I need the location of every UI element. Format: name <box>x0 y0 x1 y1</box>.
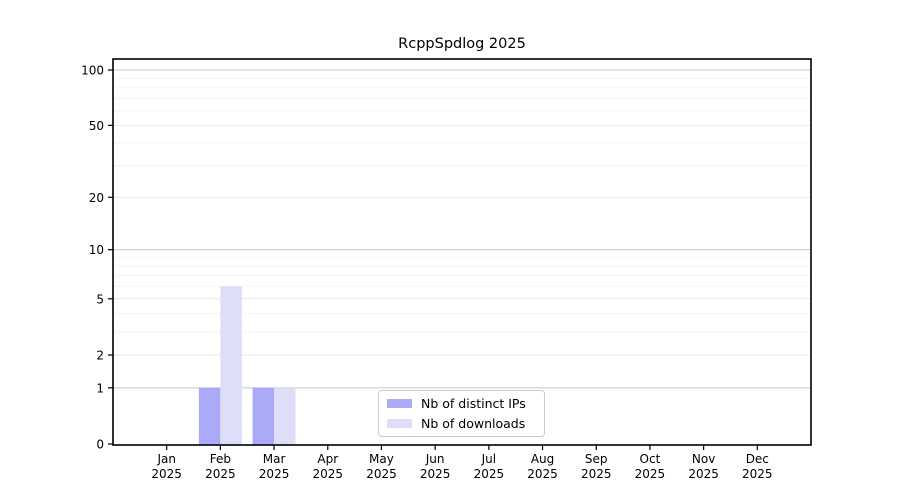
x-tick-label-jan: Jan <box>156 452 176 466</box>
legend: Nb of distinct IPs Nb of downloads <box>378 390 545 437</box>
x-tick-label-dec: Dec <box>746 452 769 466</box>
x-tick-year-dec: 2025 <box>742 467 773 481</box>
y-tick-label-1: 1 <box>96 381 104 395</box>
x-tick-year-nov: 2025 <box>688 467 719 481</box>
x-tick-year-jun: 2025 <box>420 467 451 481</box>
bar-distinct-ips-mar <box>252 387 275 445</box>
y-axis: 0 1 2 5 10 20 50 100 <box>81 64 113 452</box>
bars <box>198 286 296 445</box>
gridlines <box>113 69 811 389</box>
x-tick-label-aug: Aug <box>531 452 554 466</box>
x-tick-label-feb: Feb <box>210 452 231 466</box>
y-tick-label-50: 50 <box>89 119 104 133</box>
x-tick-year-oct: 2025 <box>635 467 666 481</box>
x-tick-label-apr: Apr <box>317 452 338 466</box>
x-tick-label-nov: Nov <box>692 452 715 466</box>
x-tick-label-jul: Jul <box>481 452 496 466</box>
legend-label-downloads: Nb of downloads <box>421 416 526 431</box>
x-tick-label-may: May <box>369 452 394 466</box>
bar-downloads-mar <box>274 387 296 445</box>
y-tick-label-5: 5 <box>96 292 104 306</box>
y-tick-label-0: 0 <box>96 438 104 452</box>
x-tick-year-jul: 2025 <box>474 467 505 481</box>
x-tick-year-may: 2025 <box>366 467 397 481</box>
x-tick-year-feb: 2025 <box>205 467 236 481</box>
y-tick-label-10: 10 <box>89 243 104 257</box>
legend-row-distinct-ips: Nb of distinct IPs <box>387 396 536 411</box>
axis-frame <box>112 58 812 446</box>
legend-row-downloads: Nb of downloads <box>387 416 536 431</box>
legend-swatch-downloads <box>387 419 412 428</box>
bar-distinct-ips-feb <box>198 387 221 445</box>
x-tick-year-aug: 2025 <box>527 467 558 481</box>
x-tick-label-jun: Jun <box>425 452 445 466</box>
chart-title: RcppSpdlog 2025 <box>398 36 526 52</box>
bar-downloads-feb <box>220 286 242 445</box>
x-tick-year-sep: 2025 <box>581 467 612 481</box>
x-tick-label-mar: Mar <box>263 452 286 466</box>
x-axis: Jan2025Feb2025Mar2025Apr2025May2025Jun20… <box>151 445 773 481</box>
y-tick-label-100: 100 <box>81 64 104 78</box>
y-tick-label-20: 20 <box>89 191 104 205</box>
x-tick-year-jan: 2025 <box>151 467 182 481</box>
x-tick-label-oct: Oct <box>640 452 661 466</box>
legend-swatch-distinct-ips <box>387 399 412 408</box>
x-tick-label-sep: Sep <box>585 452 608 466</box>
legend-label-distinct-ips: Nb of distinct IPs <box>421 396 526 411</box>
x-tick-year-mar: 2025 <box>259 467 290 481</box>
x-tick-year-apr: 2025 <box>312 467 343 481</box>
y-tick-label-2: 2 <box>96 348 104 362</box>
